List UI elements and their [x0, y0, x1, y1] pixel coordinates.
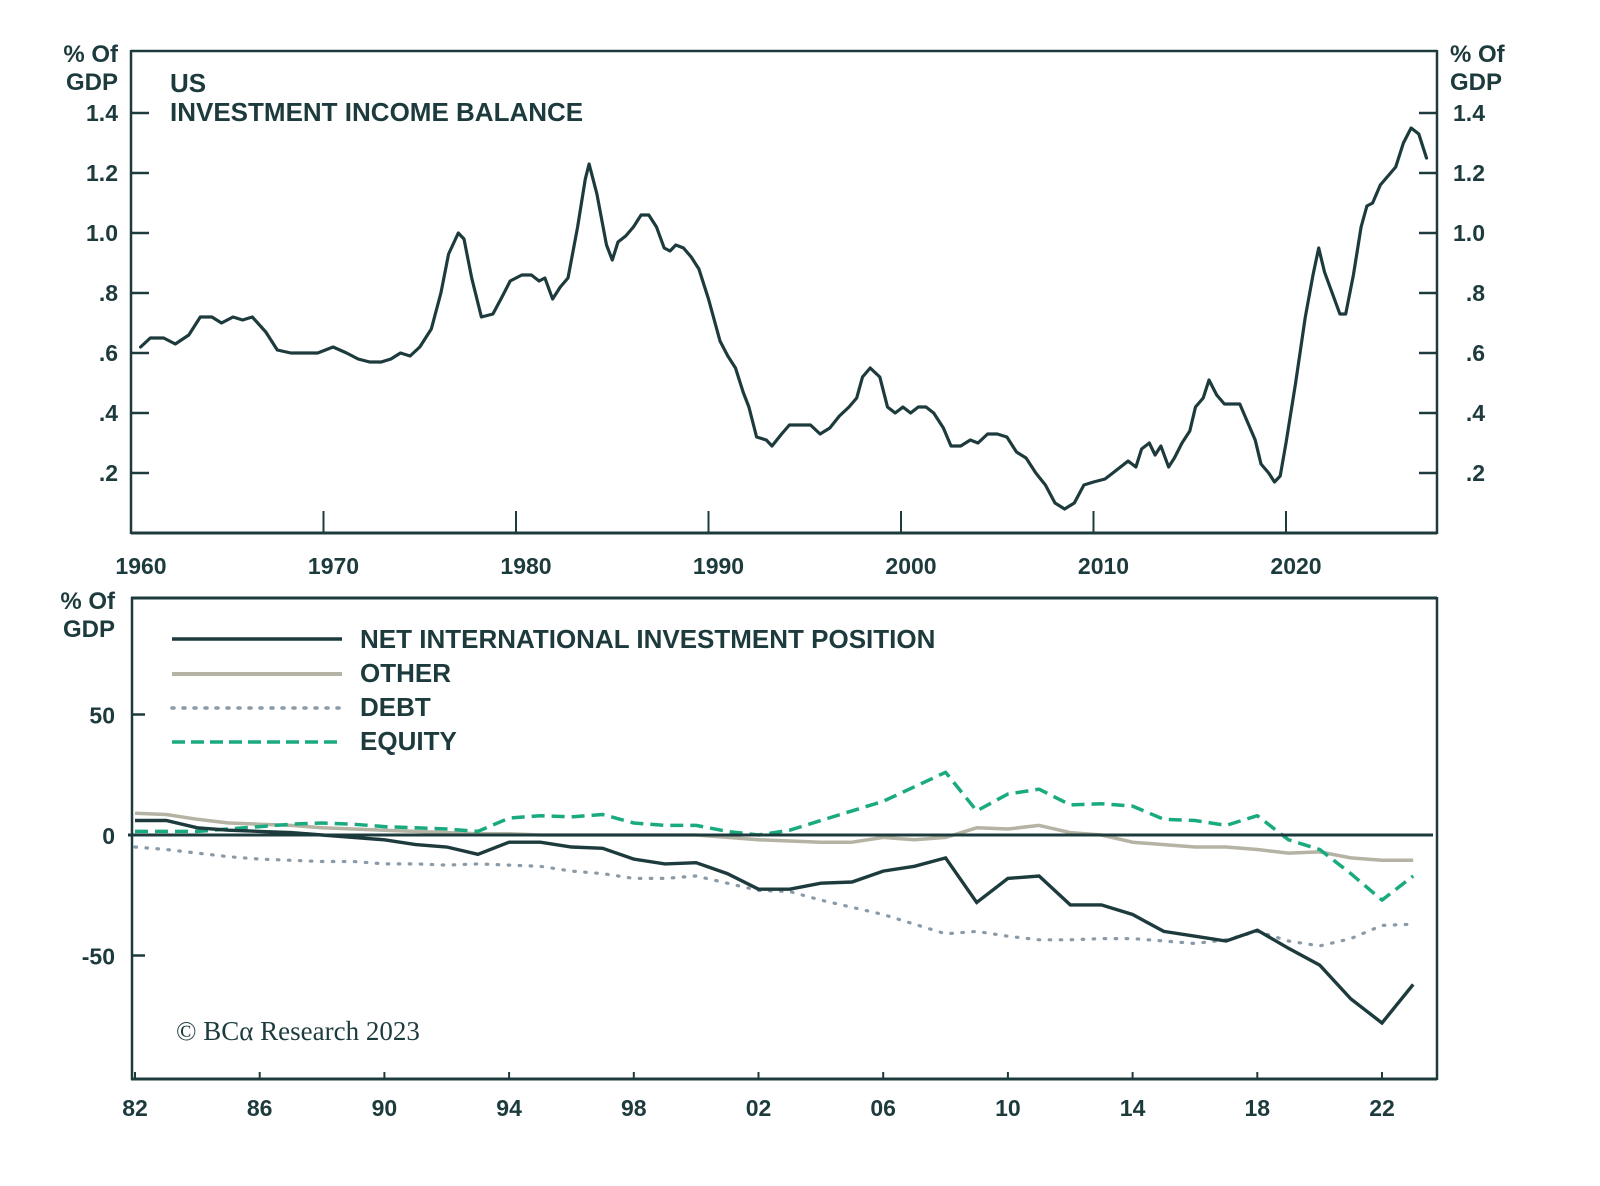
bottom-ylabel-line1: % Of	[60, 588, 116, 615]
bottom-xtick-label: 02	[746, 1095, 772, 1121]
bottom-ytick-label: 50	[89, 703, 115, 729]
top-ytick-label-right: 1.2	[1453, 160, 1485, 186]
top-ytick-label-right: .6	[1466, 340, 1485, 366]
top-ytick-label-right: .2	[1466, 460, 1485, 486]
top-ytick-label-right: .8	[1466, 280, 1485, 306]
bottom-xtick-label: 98	[621, 1095, 647, 1121]
top-ytick-label-left: 1.2	[86, 160, 118, 186]
series-line-niip	[135, 818, 1415, 1026]
bottom-ytick-label: 0	[102, 823, 115, 849]
legend-item-equity: EQUITY	[172, 726, 457, 756]
legend-label-other: OTHER	[360, 658, 451, 688]
top-ytick-label-left: 1.4	[86, 100, 118, 126]
top-chart: % Of GDP % Of GDP US INVESTMENT INCOME B…	[63, 41, 1505, 579]
bottom-xtick-label: 86	[247, 1095, 273, 1121]
legend-label-niip: NET INTERNATIONAL INVESTMENT POSITION	[360, 624, 935, 654]
bottom-ylabel-line2: GDP	[63, 616, 115, 643]
bottom-xtick-label: 14	[1120, 1095, 1146, 1121]
bottom-ticks: 50 0 -50 82 86 90 94 98 02 06 10 14 18 22	[82, 703, 1395, 1122]
legend-item-niip: NET INTERNATIONAL INVESTMENT POSITION	[172, 624, 935, 654]
top-ytick-label-left: .6	[99, 340, 118, 366]
top-xtick-label: 1980	[500, 553, 551, 579]
series-line-equity	[135, 770, 1415, 902]
bottom-chart: % Of GDP 50 0 -50 82 86 90 94 98 02 06 10 14 18 22 NE…	[60, 588, 1439, 1122]
top-ylabel-right-line2: GDP	[1450, 69, 1502, 96]
bottom-xtick-label: 22	[1369, 1095, 1395, 1121]
bottom-xtick-label: 06	[870, 1095, 896, 1121]
top-ytick-label-right: .4	[1466, 400, 1485, 426]
top-ytick-label-left: .2	[99, 460, 118, 486]
bottom-xtick-label: 18	[1245, 1095, 1271, 1121]
legend-item-debt: DEBT	[170, 692, 431, 722]
legend-label-equity: EQUITY	[360, 726, 457, 756]
top-chart-title: US	[170, 68, 206, 98]
top-xtick-label: 1960	[115, 553, 166, 579]
top-ylabel-right-line1: % Of	[1450, 41, 1506, 68]
top-ytick-label-right: 1.4	[1453, 100, 1485, 126]
legend-item-other: OTHER	[172, 658, 451, 688]
bottom-xtick-label: 10	[995, 1095, 1021, 1121]
copyright-annotation: © BCα Research 2023	[176, 1016, 420, 1046]
top-ytick-label-left: .8	[99, 280, 118, 306]
bottom-xtick-label: 94	[496, 1095, 522, 1121]
top-ytick-label-right: 1.0	[1453, 220, 1485, 246]
series-line-other	[134, 811, 1414, 863]
legend-label-debt: DEBT	[360, 692, 431, 722]
top-ticks: .2 .2 .4 .4 .6 .6 .8 .8 1.0 1.0 1.2 1.2 1.4 1.4 1960 19…	[86, 100, 1485, 579]
bottom-xtick-label: 82	[122, 1095, 148, 1121]
top-xtick-label: 2000	[885, 553, 936, 579]
top-xtick-label: 1970	[308, 553, 359, 579]
top-ylabel-left-line2: GDP	[66, 69, 118, 96]
bottom-series	[133, 770, 1415, 948]
top-xtick-label: 2020	[1270, 553, 1321, 579]
top-ytick-label-left: .4	[99, 400, 118, 426]
top-chart-subtitle: INVESTMENT INCOME BALANCE	[170, 97, 583, 127]
top-ytick-label-left: 1.0	[86, 220, 118, 246]
top-ylabel-left-line1: % Of	[63, 41, 119, 68]
legend: NET INTERNATIONAL INVESTMENT POSITION OT…	[170, 624, 935, 756]
series-line-investment-income-balance	[139, 126, 1429, 511]
top-xtick-label: 1990	[693, 553, 744, 579]
bottom-xtick-label: 90	[372, 1095, 398, 1121]
top-xtick-label: 2010	[1078, 553, 1129, 579]
series-line-debt	[133, 845, 1415, 948]
bottom-ytick-label: -50	[82, 944, 115, 970]
